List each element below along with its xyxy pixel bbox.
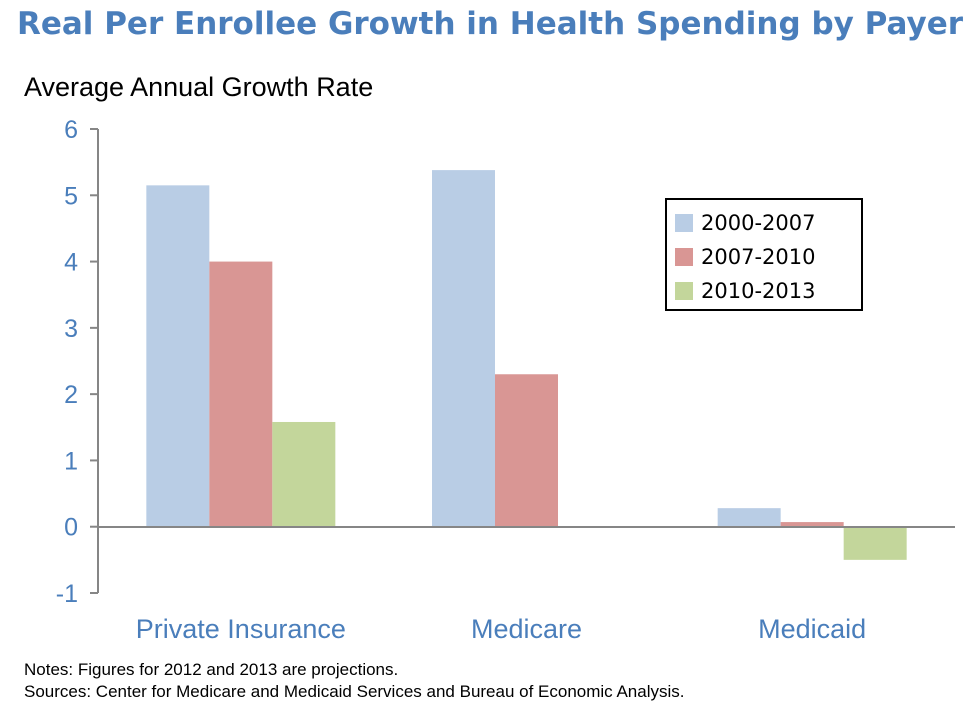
- bar: [843, 526, 907, 560]
- bar: [209, 261, 273, 527]
- legend-entry: 2000-2007: [667, 206, 861, 240]
- y-tick-label: 0: [64, 514, 78, 542]
- bars: [146, 170, 907, 560]
- y-ticks: 6 5 4 3 2 1 0 -1: [56, 116, 98, 608]
- legend-label: 2007-2010: [701, 245, 816, 269]
- bar: [146, 185, 210, 527]
- y-tick-label: 4: [64, 249, 78, 277]
- legend-entry: 2007-2010: [667, 240, 861, 274]
- chart-title: Real Per Enrollee Growth in Health Spend…: [16, 6, 964, 42]
- legend-label: 2000-2007: [701, 211, 816, 235]
- y-tick-label: 6: [64, 116, 78, 144]
- legend-swatch: [675, 214, 693, 232]
- bar: [717, 508, 781, 527]
- x-tick-label: Medicare: [471, 614, 582, 644]
- y-tick-label: -1: [56, 580, 78, 608]
- y-axis-label: Average Annual Growth Rate: [24, 72, 374, 102]
- y-tick-label: 2: [64, 381, 78, 409]
- bar: [780, 522, 844, 527]
- bar: [272, 421, 336, 527]
- legend-entry: 2010-2013: [667, 274, 861, 308]
- sources-line: Sources: Center for Medicare and Medicai…: [24, 682, 685, 701]
- notes-line: Notes: Figures for 2012 and 2013 are pro…: [24, 660, 399, 679]
- x-ticks: Private Insurance Medicare Medicaid: [136, 614, 866, 644]
- legend: 2000-2007 2007-2010 2010-2013: [665, 198, 863, 311]
- footnotes: Notes: Figures for 2012 and 2013 are pro…: [24, 659, 685, 703]
- axes: [97, 129, 955, 593]
- bar: [432, 170, 495, 527]
- legend-label: 2010-2013: [701, 279, 816, 303]
- y-tick-label: 3: [64, 315, 78, 343]
- y-tick-label: 5: [64, 182, 78, 210]
- x-tick-label: Medicaid: [758, 614, 866, 644]
- legend-swatch: [675, 248, 693, 266]
- x-tick-label: Private Insurance: [136, 614, 346, 644]
- bar: [495, 374, 558, 527]
- y-tick-label: 1: [64, 447, 78, 475]
- legend-swatch: [675, 282, 693, 300]
